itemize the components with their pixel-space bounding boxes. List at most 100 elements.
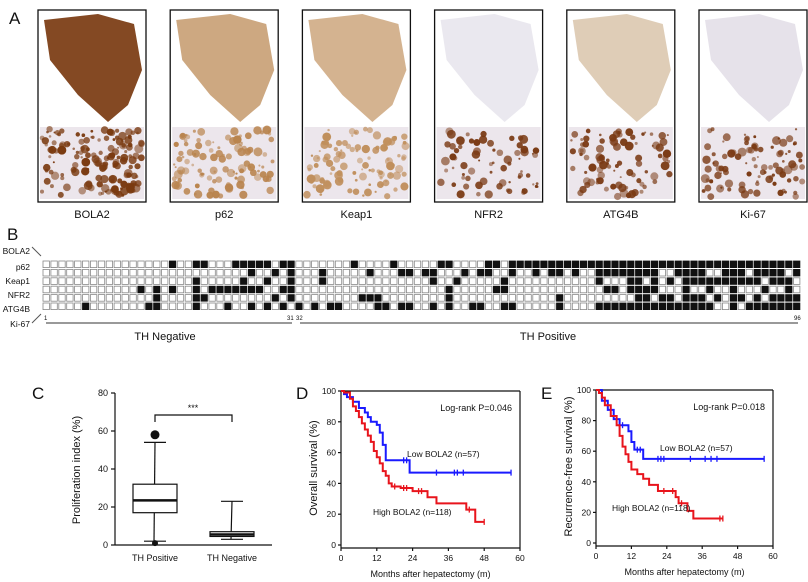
stain-spot xyxy=(60,176,65,181)
stain-spot xyxy=(101,184,110,193)
stain-spot xyxy=(83,181,93,191)
case-cell xyxy=(192,285,200,294)
case-cell xyxy=(121,277,129,285)
case-cell xyxy=(603,302,611,310)
stain-spot xyxy=(262,175,270,183)
case-cell xyxy=(477,294,485,302)
stain-spot xyxy=(630,172,636,178)
case-cell xyxy=(105,285,113,294)
case-cell xyxy=(437,294,445,302)
stain-spot xyxy=(492,148,496,152)
case-cell xyxy=(682,277,690,285)
stain-spot xyxy=(618,183,627,193)
case-cell xyxy=(295,285,303,294)
case-cell xyxy=(271,277,279,285)
case-cell xyxy=(90,294,98,302)
tissue-overview xyxy=(705,14,803,122)
stain-spot xyxy=(361,144,370,154)
stain-spot xyxy=(451,166,455,170)
case-cell xyxy=(437,285,445,294)
stain-spot xyxy=(496,149,504,157)
case-cell xyxy=(461,302,469,310)
stain-spot xyxy=(535,182,539,186)
case-cell xyxy=(184,294,192,302)
case-cell xyxy=(66,268,74,277)
stain-spot xyxy=(115,137,124,146)
case-cell xyxy=(405,302,414,310)
case-cell xyxy=(674,277,682,285)
stain-spot xyxy=(352,170,357,175)
stain-spot xyxy=(458,144,463,150)
tick-first: 1 xyxy=(44,316,48,322)
stain-spot xyxy=(128,164,133,170)
y-axis-label: Recurrence-free survival (%) xyxy=(563,397,575,537)
stain-spot xyxy=(468,167,476,175)
case-cell xyxy=(358,277,366,285)
significance-marker: *** xyxy=(188,403,199,413)
case-cell xyxy=(382,302,390,310)
x-tick-label: 36 xyxy=(697,551,707,561)
case-cell xyxy=(82,268,90,277)
case-cell xyxy=(714,268,722,277)
case-cell xyxy=(658,268,667,277)
case-cell xyxy=(785,285,793,294)
case-cell xyxy=(635,294,643,302)
case-cell xyxy=(255,277,264,285)
case-cell xyxy=(437,302,445,310)
stain-spot xyxy=(78,150,84,156)
case-cell xyxy=(390,302,398,310)
case-cell xyxy=(342,268,351,277)
stain-spot xyxy=(777,189,784,197)
stain-spot xyxy=(362,162,369,169)
case-cell xyxy=(263,302,272,310)
stain-spot xyxy=(753,189,761,197)
marker-label-nfr2: NFR2 xyxy=(8,290,30,300)
stain-spot xyxy=(744,135,750,141)
stain-spot xyxy=(174,166,177,169)
case-cell xyxy=(216,285,224,294)
stain-spot xyxy=(354,131,358,134)
stain-spot xyxy=(709,179,714,184)
stain-spot xyxy=(335,140,343,147)
stain-spot xyxy=(704,143,712,151)
stain-spot xyxy=(613,169,616,172)
case-cell xyxy=(769,268,777,277)
stain-spot xyxy=(181,155,185,159)
case-cell xyxy=(326,285,335,294)
stain-spot xyxy=(244,148,252,155)
case-cell xyxy=(279,302,287,310)
y-tick-label: 80 xyxy=(582,416,592,426)
stain-spot xyxy=(707,193,715,201)
log-rank-annotation: Log-rank P=0.046 xyxy=(440,403,512,413)
case-cell xyxy=(105,294,113,302)
case-cell xyxy=(97,294,106,302)
stain-spot xyxy=(128,154,133,158)
stain-spot xyxy=(309,180,314,184)
case-cell xyxy=(753,260,761,268)
case-cell xyxy=(477,302,485,310)
case-cell xyxy=(635,302,643,310)
stain-spot xyxy=(666,171,673,178)
case-cell xyxy=(216,302,224,310)
y-tick-label: 40 xyxy=(327,478,337,488)
case-cell xyxy=(176,285,185,294)
case-cell xyxy=(232,260,240,268)
stain-spot xyxy=(319,178,326,184)
case-cell xyxy=(579,302,588,310)
stain-spot xyxy=(520,170,523,173)
case-cell xyxy=(105,268,113,277)
stain-spot xyxy=(63,183,71,192)
case-cell xyxy=(793,294,801,302)
stain-spot xyxy=(730,149,737,156)
case-cell xyxy=(556,302,564,310)
stain-spot xyxy=(596,155,605,165)
case-cell xyxy=(232,285,240,294)
stain-spot xyxy=(46,125,53,133)
case-cell xyxy=(611,277,619,285)
stain-spot xyxy=(476,191,481,197)
case-cell xyxy=(658,294,667,302)
iqr-box xyxy=(132,483,178,514)
stain-spot xyxy=(362,194,365,197)
case-cell xyxy=(579,285,588,294)
case-cell xyxy=(42,268,50,277)
